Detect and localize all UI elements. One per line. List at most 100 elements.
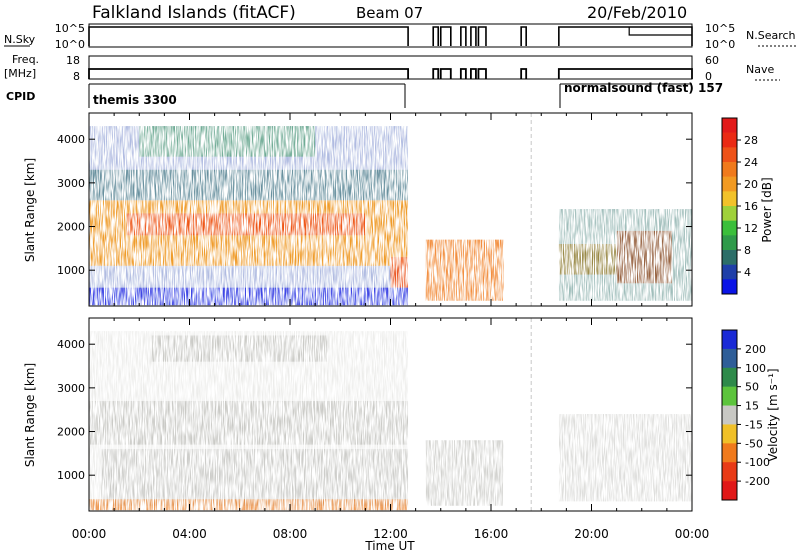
ytick-label: 2000	[57, 426, 85, 439]
velocity-colorbar: 200 100 50 15 -15 -50 -100 -200	[721, 329, 770, 501]
nave-tick-bottom: 0	[705, 70, 712, 83]
velocity-fill-mid	[425, 440, 504, 506]
power-ylabel: Slant Range [km]	[23, 158, 37, 262]
colorbar-swatch	[722, 250, 737, 265]
plot-title: Falkland Islands (fitACF)	[92, 3, 296, 23]
nsky-segment	[439, 26, 452, 46]
nsearch-tick-top: 10^5	[705, 22, 735, 35]
velocity-fill-orange	[89, 499, 409, 511]
nave-tick-top: 60	[705, 54, 719, 67]
data-gap	[503, 318, 559, 511]
freq-segment	[477, 68, 487, 79]
power-fill-top	[139, 126, 316, 157]
nsky-label: N.Sky	[4, 33, 36, 46]
xaxis-tick-label: 20:00	[574, 527, 609, 541]
colorbar-swatch	[722, 279, 737, 295]
xaxis-tick-label: 00:00	[72, 527, 107, 541]
power-gaps	[408, 113, 559, 306]
nsky-segment	[432, 26, 440, 46]
nsky-panel: N.Sky 10^5 10^0 10^5 10^0 N.Search	[4, 22, 796, 51]
colorbar-tick-label: 50	[745, 381, 759, 394]
colorbar-swatch	[722, 424, 737, 444]
beam-label: Beam 07	[356, 4, 423, 22]
power-fill-upper	[89, 169, 409, 201]
power-data	[89, 126, 692, 306]
power-xticks	[88, 113, 693, 306]
power-region	[126, 213, 366, 236]
freq-label: Freq.	[12, 53, 39, 66]
velocity-xticks	[88, 318, 693, 511]
colorbar-swatch	[722, 191, 737, 207]
colorbar-tick-label: -100	[745, 456, 770, 469]
nsky-segment	[558, 26, 693, 46]
freq-tick-top: 18	[66, 54, 80, 67]
velocity-yticks: 1000 2000 3000 4000	[57, 338, 692, 482]
colorbar-swatch	[722, 264, 737, 280]
freq-segment	[470, 68, 477, 79]
x-axis-labels: 00:00 04:00 08:00 12:00 16:00 20:00 00:00	[72, 527, 710, 541]
velocity-gaps	[408, 318, 559, 511]
colorbar-swatch	[722, 443, 737, 463]
power-panel: 1000 2000 3000 4000 Slant Range [km] 4 8 12 16…	[23, 112, 774, 307]
colorbar-tick-label: 24	[744, 156, 758, 169]
ytick-label: 1000	[57, 264, 85, 277]
velocity-panel: 1000 2000 3000 4000 Slant Range [km] 200 100…	[23, 317, 780, 512]
nsearch-label: N.Search	[746, 29, 796, 42]
freq-segment	[520, 68, 528, 79]
freq-unit: [MHz]	[4, 67, 36, 80]
cpid-left: themis 3300	[93, 93, 177, 107]
freq-segment	[557, 68, 693, 79]
power-fill-late	[558, 209, 692, 301]
colorbar-tick-label: -15	[745, 418, 763, 431]
ytick-label: 3000	[57, 382, 85, 395]
colorbar-swatch	[722, 348, 737, 369]
nsearch-tick-bottom: 10^0	[705, 38, 735, 51]
data-gap	[408, 113, 426, 306]
colorbar-tick-label: 100	[745, 362, 766, 375]
colorbar-tick-label: 8	[744, 244, 751, 257]
colorbar-swatch	[722, 206, 737, 221]
freq-segment	[459, 68, 467, 79]
xaxis-tick-label: 00:00	[675, 527, 710, 541]
colorbar-swatch	[722, 481, 737, 501]
colorbar-tick-label: 15	[745, 400, 759, 413]
colorbar-swatch	[722, 330, 737, 350]
ytick-label: 1000	[57, 469, 85, 482]
colorbar-swatch	[722, 118, 737, 133]
freq-panel: Freq. [MHz] 18 8 60 0 Nave	[4, 53, 780, 83]
velocity-fill-late	[558, 414, 692, 502]
colorbar-tick-label: 28	[744, 134, 758, 147]
velocity-data	[89, 331, 692, 511]
xaxis-tick-label: 16:00	[474, 527, 509, 541]
nsearch-step	[628, 27, 692, 36]
nsky-tick-top: 10^5	[55, 22, 85, 35]
nsky-segment	[470, 26, 477, 46]
xaxis-tick-label: 08:00	[273, 527, 308, 541]
velocity-ylabel: Slant Range [km]	[23, 363, 37, 467]
colorbar-swatch	[722, 162, 737, 177]
nsky-segment	[88, 26, 409, 46]
nsky-segment	[460, 26, 467, 46]
freq-segment	[439, 68, 452, 79]
colorbar-frame	[721, 329, 738, 501]
colorbar-tick-label: 200	[745, 343, 766, 356]
power-yticks: 1000 2000 3000 4000	[57, 133, 692, 277]
date-label: 20/Feb/2010	[587, 3, 687, 22]
colorbar-tick-label: -50	[745, 437, 763, 450]
colorbar-swatch	[722, 386, 737, 406]
freq-tick-bottom: 8	[73, 70, 80, 83]
freq-segment	[432, 68, 440, 79]
ytick-label: 4000	[57, 338, 85, 351]
velocity-fill-main	[89, 400, 409, 445]
velocity-cbar-label: Velocity [m s⁻¹]	[766, 368, 780, 461]
colorbar-tick-label: 20	[744, 178, 758, 191]
cpid-right: normalsound (fast) 157	[564, 81, 723, 95]
colorbar-swatch	[722, 235, 737, 251]
ytick-label: 3000	[57, 177, 85, 190]
freq-segment	[88, 68, 409, 79]
x-axis-title: Time UT	[364, 539, 415, 553]
colorbar-swatch	[722, 462, 737, 482]
freq-trace	[88, 68, 693, 79]
nsky-segment	[520, 26, 527, 46]
